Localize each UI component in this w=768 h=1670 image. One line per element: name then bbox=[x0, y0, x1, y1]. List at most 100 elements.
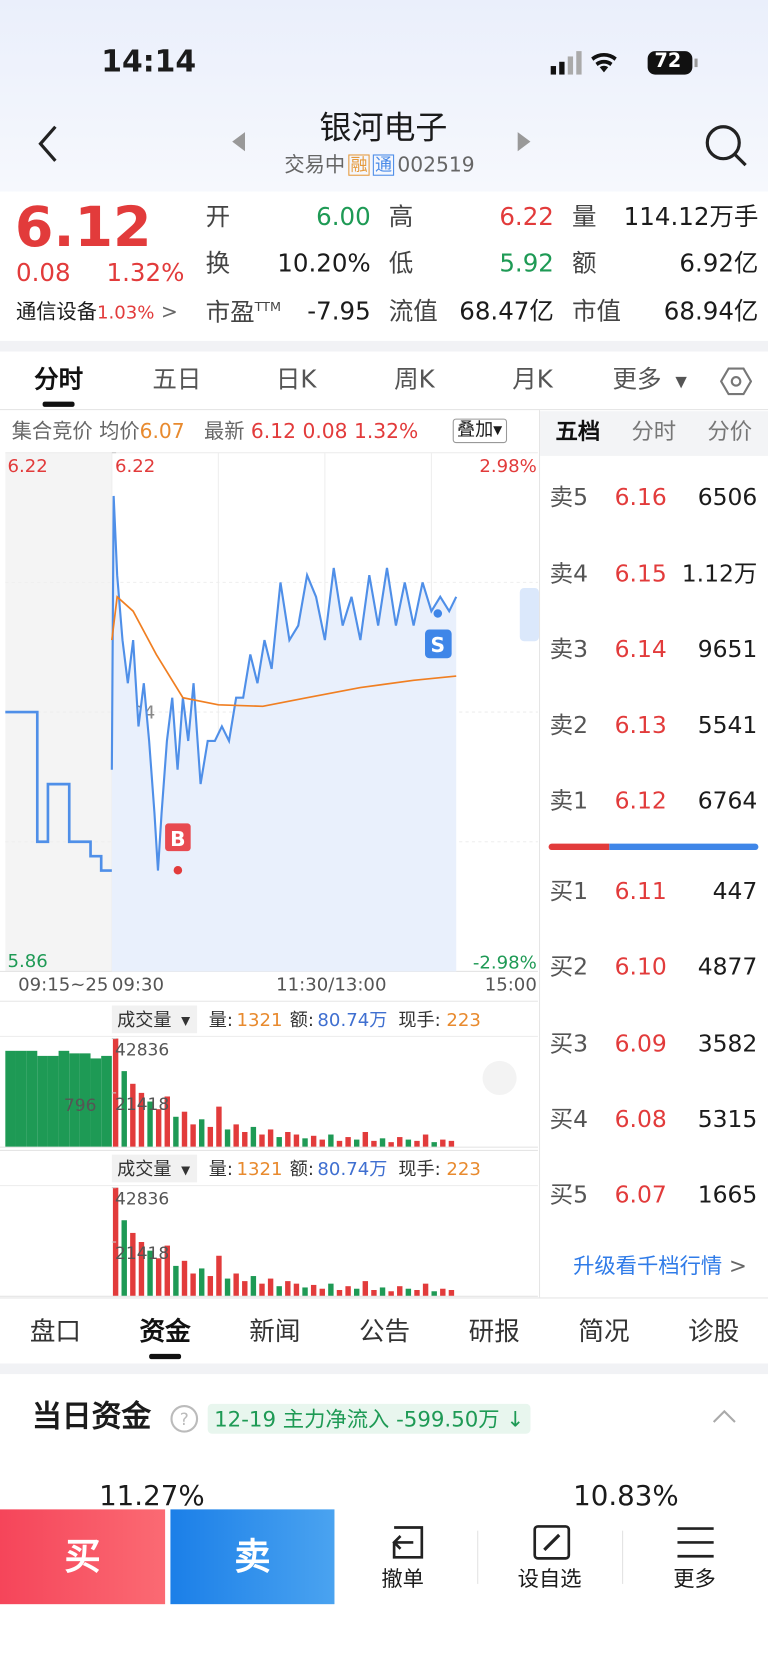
book-tab[interactable]: 五档 bbox=[555, 418, 601, 445]
detail-tab[interactable]: 资金 bbox=[139, 1316, 191, 1347]
x-tick-label: 09:15~25 bbox=[18, 975, 108, 996]
settings-icon[interactable] bbox=[720, 366, 753, 396]
cancel-label[interactable]: 撤单 bbox=[381, 1565, 424, 1592]
search-button[interactable] bbox=[703, 122, 750, 169]
panel-header-bg bbox=[111, 1005, 198, 1034]
watch-icon[interactable] bbox=[532, 1523, 572, 1561]
detail-tab[interactable]: 诊股 bbox=[688, 1316, 740, 1347]
stat-label: 额 bbox=[572, 250, 597, 279]
chart-tab[interactable]: 更多 bbox=[612, 366, 662, 395]
book-volume: 3582 bbox=[697, 1031, 758, 1058]
volume-bar bbox=[422, 1283, 429, 1297]
book-price: 6.14 bbox=[614, 636, 667, 664]
cancel-icon[interactable] bbox=[388, 1523, 428, 1561]
detail-tab[interactable]: 盘口 bbox=[29, 1316, 81, 1347]
funds-title: 当日资金 bbox=[31, 1398, 152, 1434]
chart-tab[interactable]: 日K bbox=[275, 366, 317, 395]
volume-bar bbox=[130, 1083, 136, 1148]
chart-tab[interactable]: 五日 bbox=[152, 366, 202, 395]
stat-label: 流值 bbox=[388, 298, 438, 326]
buy-label: 买 bbox=[64, 1535, 101, 1579]
more-icon[interactable] bbox=[675, 1525, 715, 1559]
volume-bar bbox=[302, 1138, 308, 1148]
avg-line bbox=[110, 595, 457, 708]
volume-bar bbox=[379, 1138, 386, 1148]
y-tick-label: 42836 bbox=[115, 1041, 169, 1061]
watch-label[interactable]: 设自选 bbox=[517, 1565, 582, 1592]
sell-marker: S bbox=[431, 633, 446, 657]
auction-volume-bar bbox=[5, 1050, 16, 1148]
collapse-icon[interactable] bbox=[712, 1408, 738, 1425]
tab-underline bbox=[42, 401, 75, 407]
sell-dot bbox=[433, 609, 443, 618]
auction-line bbox=[5, 710, 112, 872]
stat-value: 68.47亿 bbox=[459, 298, 554, 326]
stat-label: 换 bbox=[205, 250, 231, 279]
volume-bar bbox=[362, 1131, 369, 1148]
volume-bar bbox=[310, 1284, 317, 1297]
x-tick-label: 11:30/13:00 bbox=[276, 975, 386, 996]
book-tab[interactable]: 分时 bbox=[631, 418, 677, 445]
chart-tab[interactable]: 分时 bbox=[34, 366, 84, 395]
book-label: 买3 bbox=[549, 1031, 588, 1058]
volume-bar bbox=[397, 1137, 403, 1148]
back-button[interactable] bbox=[32, 122, 64, 165]
trade-status: 交易中 bbox=[284, 152, 346, 177]
divider bbox=[0, 409, 768, 411]
y-tick-label: 21418 bbox=[115, 1095, 169, 1115]
stat-value: -7.95 bbox=[307, 298, 371, 326]
volume-bar bbox=[388, 1142, 394, 1148]
volume-bar bbox=[138, 1092, 145, 1148]
volume-bar bbox=[440, 1139, 446, 1148]
volume-bar bbox=[336, 1289, 343, 1297]
volume-bar bbox=[397, 1286, 403, 1297]
auction-volume-bar bbox=[37, 1055, 48, 1148]
volume-bar bbox=[233, 1124, 239, 1148]
more-label[interactable]: 更多 bbox=[673, 1565, 716, 1592]
svg-text:?: ? bbox=[180, 1410, 189, 1430]
y-tick-label: 42836 bbox=[115, 1190, 169, 1210]
detail-tab[interactable]: 简况 bbox=[578, 1316, 630, 1347]
book-volume: 9651 bbox=[697, 636, 758, 664]
volume-bar bbox=[293, 1134, 300, 1148]
status-icons bbox=[550, 51, 698, 75]
book-tab[interactable]: 分价 bbox=[707, 418, 753, 445]
change: 0.08 bbox=[15, 259, 71, 288]
book-tabs-bg bbox=[540, 411, 768, 456]
funds-left-pct: 11.27% bbox=[99, 1480, 205, 1513]
help-icon[interactable]: ? bbox=[169, 1404, 199, 1434]
detail-tab[interactable]: 研报 bbox=[468, 1316, 520, 1347]
overlay-label: 叠加 bbox=[456, 419, 494, 441]
avg-value: 6.07 bbox=[139, 419, 185, 444]
sell-button[interactable]: 卖 bbox=[170, 1509, 335, 1605]
volume-bar bbox=[147, 1250, 153, 1297]
volume-bar bbox=[319, 1288, 325, 1297]
y-tick-label: 21418 bbox=[115, 1244, 169, 1264]
stock-title: 银河电子 bbox=[319, 109, 448, 147]
book-bar-ask bbox=[548, 843, 610, 851]
chart-tab[interactable]: 月K bbox=[512, 366, 553, 395]
x-tick-label: 15:00 bbox=[485, 975, 537, 996]
pct-label: -2.98% bbox=[473, 952, 537, 973]
change-pct: 1.32% bbox=[106, 259, 185, 288]
stat-label: 量 bbox=[572, 203, 597, 232]
stat-value: 5.92 bbox=[499, 250, 554, 279]
chart-tab[interactable]: 周K bbox=[394, 366, 435, 395]
volume-bar bbox=[155, 1109, 162, 1148]
stat-value: 10.20% bbox=[277, 250, 371, 279]
volume-bar bbox=[267, 1129, 274, 1148]
upgrade-link[interactable]: 升级看千档行情 > bbox=[573, 1252, 747, 1279]
book-price: 6.15 bbox=[614, 561, 667, 588]
buy-button[interactable]: 买 bbox=[0, 1509, 166, 1605]
volume-bar bbox=[147, 1101, 153, 1148]
book-volume: 6506 bbox=[697, 484, 758, 512]
book-label: 卖1 bbox=[549, 788, 588, 815]
overlay-button[interactable]: 叠加▾ bbox=[452, 418, 507, 444]
volume-bar bbox=[440, 1288, 446, 1297]
book-label: 买5 bbox=[549, 1182, 588, 1209]
detail-tab[interactable]: 公告 bbox=[358, 1316, 411, 1347]
detail-tab[interactable]: 新闻 bbox=[249, 1316, 301, 1347]
stat-label: 开 bbox=[205, 203, 231, 232]
volume-bar bbox=[250, 1276, 257, 1297]
volume-bar bbox=[431, 1291, 437, 1297]
